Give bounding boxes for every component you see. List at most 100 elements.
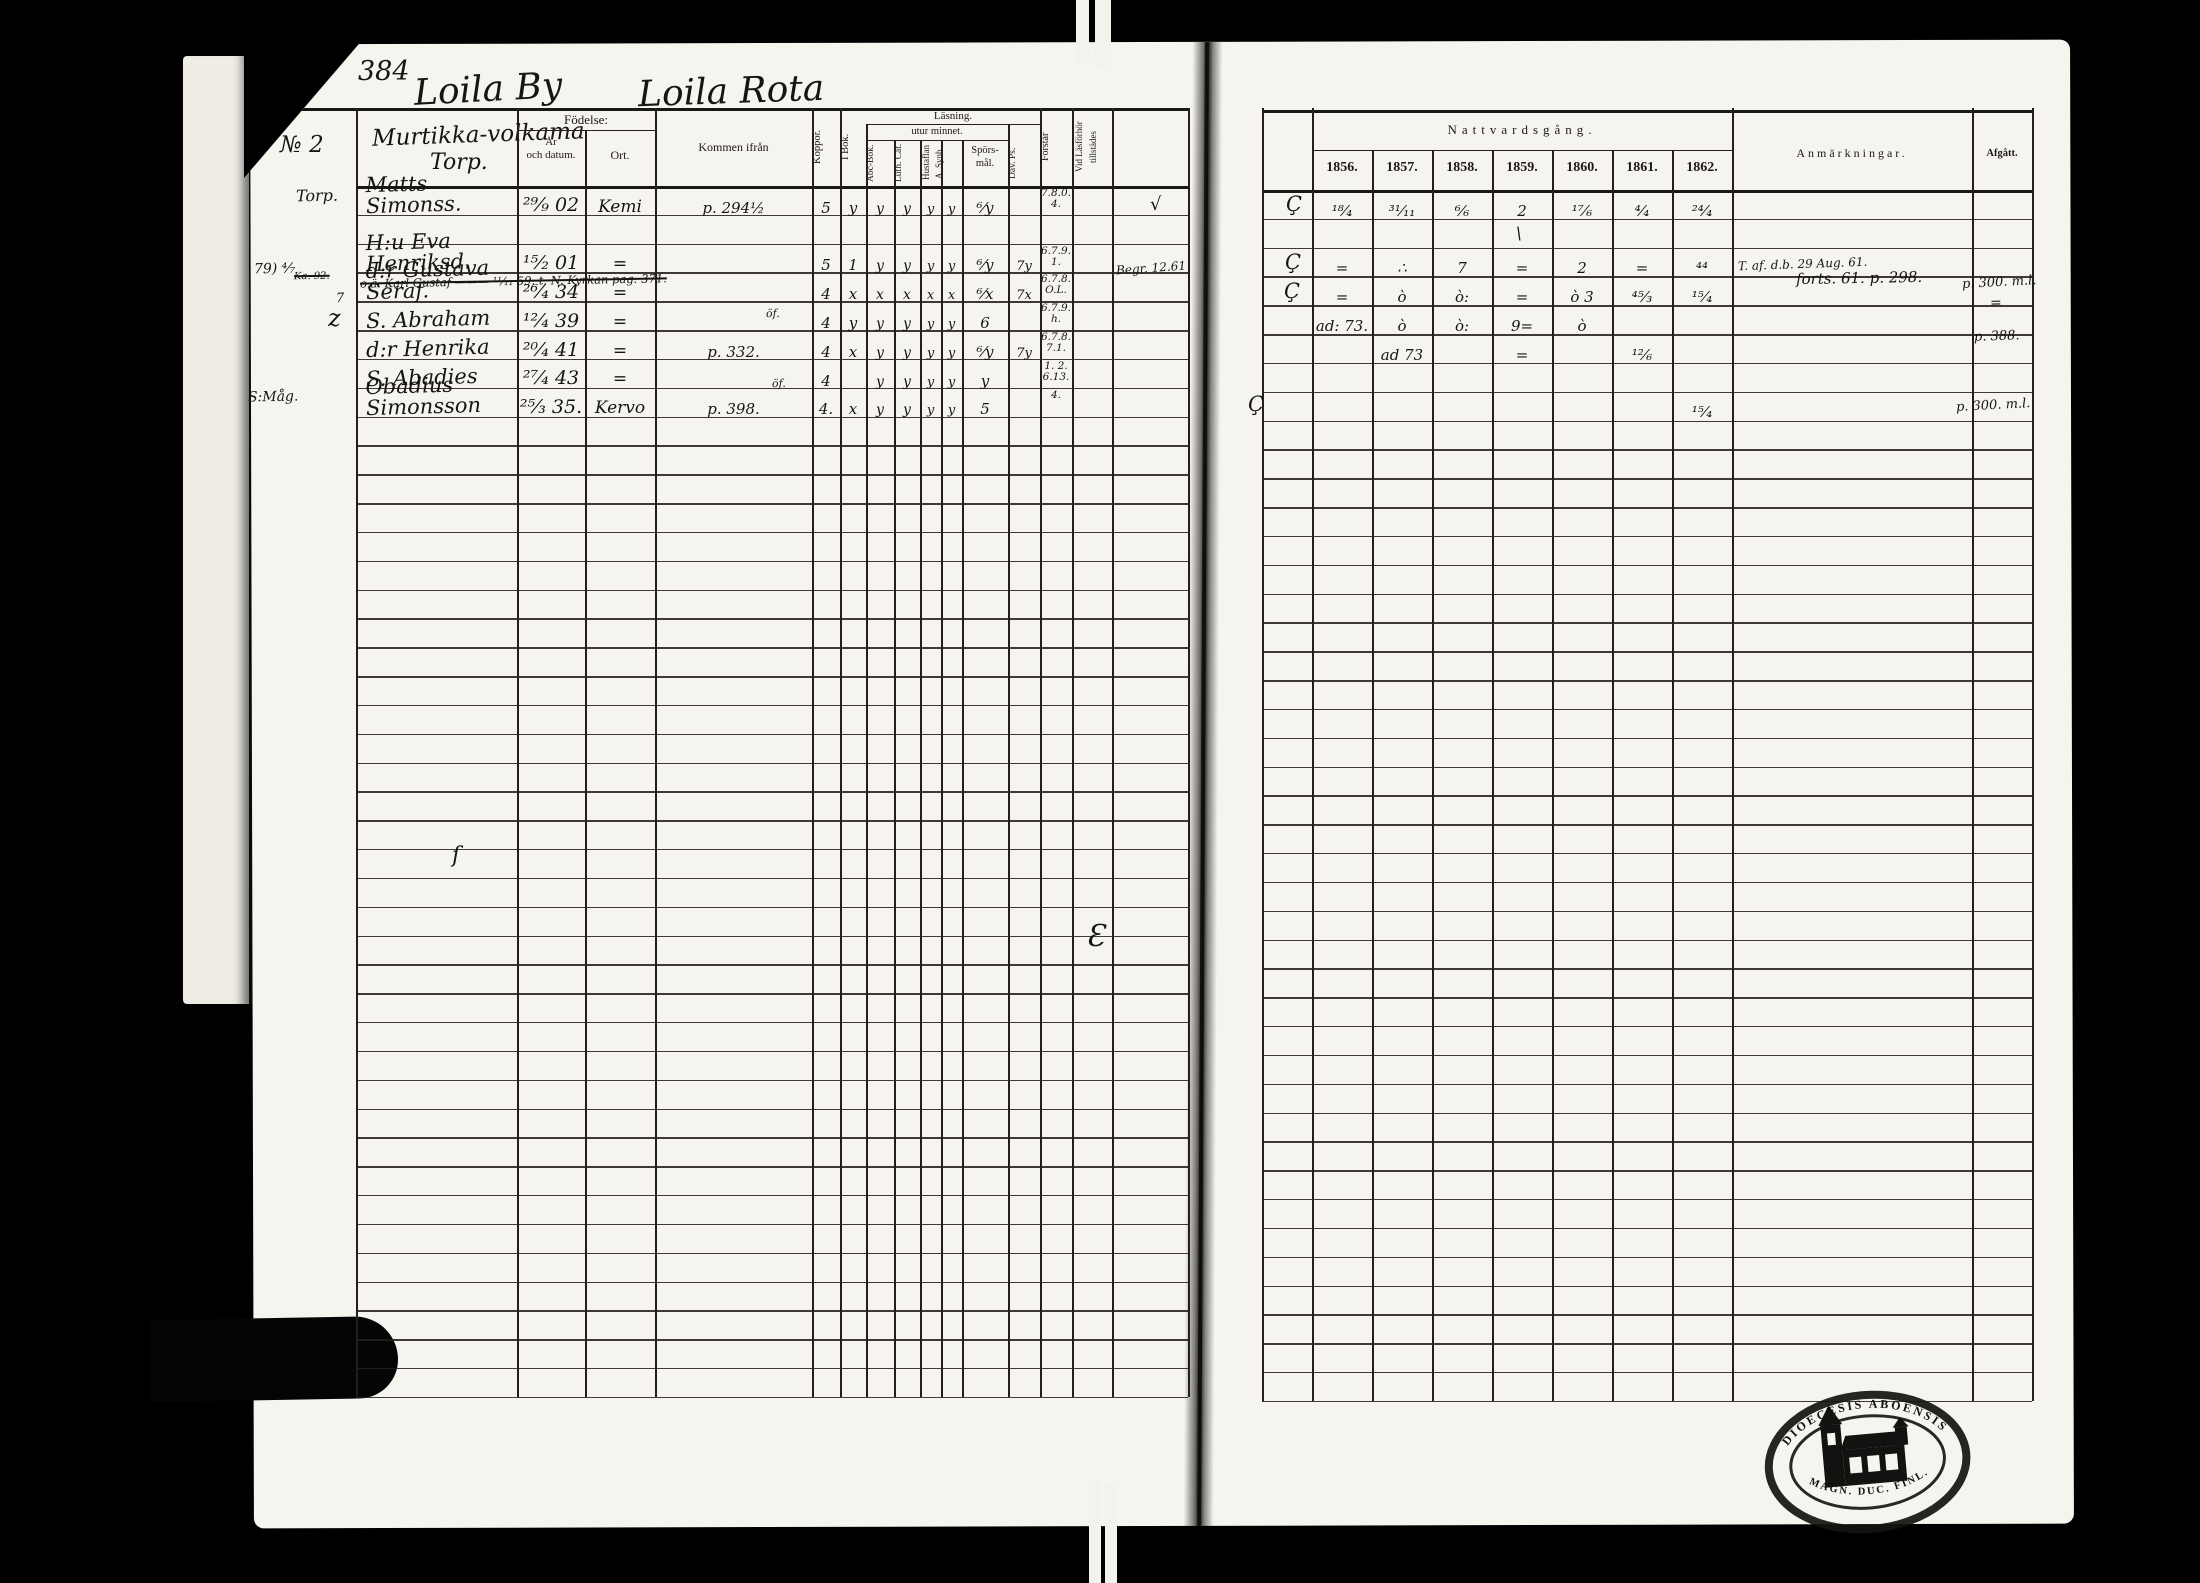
grid-line <box>356 387 1188 390</box>
header-koppor: Koppor. <box>812 129 823 165</box>
entry-abc: x <box>876 287 884 304</box>
margin-note: p. 300. m.l. <box>1961 273 2037 292</box>
grid-line <box>866 124 1040 126</box>
grid-line <box>1262 420 2032 423</box>
grid-line <box>1262 651 2032 653</box>
entry-spors: ⁶⁄y <box>976 256 994 275</box>
entry-luth: y <box>903 344 911 361</box>
entry-koppor: 4 <box>821 313 831 332</box>
entry-koppor: 4 <box>821 342 831 361</box>
margin-note: Ç <box>1284 249 1302 275</box>
grid-line <box>302 108 1188 111</box>
entry-dav: 7y <box>1016 259 1032 275</box>
entry-communion-1861: ¹²⁄₆ <box>1631 345 1653 364</box>
entry-ort: = <box>612 369 628 390</box>
grid-line <box>356 186 1188 189</box>
grid-line <box>1312 150 1732 152</box>
entry-kommen: p. 294½ <box>702 198 765 217</box>
grid-line <box>1008 124 1010 1397</box>
entry-spors: 5 <box>980 400 990 419</box>
grid-line <box>1262 1256 2032 1259</box>
grid-line <box>356 733 1188 736</box>
header-utur-minnet: utur minnet. <box>911 126 963 137</box>
entry-forstar: 6.7.9. h. <box>1040 302 1072 326</box>
grid-line <box>1262 305 2032 307</box>
entry-hust1: y <box>926 403 935 419</box>
grid-line <box>2032 108 2034 1401</box>
grid-line <box>356 243 1188 246</box>
entry-koppor: 4 <box>821 371 831 390</box>
entry-communion-1860: ¹⁷⁄₆ <box>1571 201 1593 220</box>
margin-note: p. 388. <box>1973 328 2020 345</box>
grid-line <box>356 906 1188 909</box>
church-icon <box>1818 1405 1909 1488</box>
grid-line <box>1262 1054 2032 1057</box>
grid-line <box>356 560 1188 563</box>
entry-forstar: 6.7.8. 7.1. <box>1040 331 1072 355</box>
grid-line <box>1262 853 2032 855</box>
grid-line <box>1262 190 2032 193</box>
entry-communion-1859: = <box>1515 345 1529 364</box>
entry-communion-1859: 9= <box>1510 316 1534 335</box>
grid-line <box>1262 997 2032 999</box>
grid-line <box>1262 708 2032 711</box>
grid-line <box>1262 1372 2032 1374</box>
margin-note: z <box>327 303 341 333</box>
entry-communion-1857: ³¹⁄₁₁ <box>1388 201 1416 220</box>
grid-line <box>1262 881 2032 884</box>
entry-ibok: 1 <box>848 256 858 275</box>
grid-line <box>356 762 1188 764</box>
grid-line <box>1262 622 2032 624</box>
entry-name: Obadius Simonsson <box>365 372 482 421</box>
grid-line <box>1262 449 2032 451</box>
film-tab <box>1105 1484 1117 1583</box>
grid-line <box>1732 108 1734 1401</box>
entry-forstar: 6.7.8. O.L. <box>1040 273 1072 297</box>
entry-ort: = <box>612 282 628 303</box>
grid-line <box>655 108 657 1397</box>
grid-line <box>920 140 922 1397</box>
header-forstar: Förstår <box>1040 132 1051 162</box>
year-label: 1859. <box>1506 160 1538 175</box>
header-fodelse: Födelse: <box>563 112 609 127</box>
grid-line <box>1612 150 1614 1401</box>
stamp-svg: DIOECESIS ABOENSIS MAGN. DUC. FINL. <box>1764 1390 1971 1534</box>
grid-line <box>1492 150 1494 1401</box>
grid-line <box>1262 247 2032 250</box>
entry-abc: y <box>876 200 884 217</box>
entry-communion-1856: = <box>1335 259 1349 278</box>
entry-forstar: 6.7.9. 1. <box>1040 244 1072 268</box>
grid-line <box>356 416 1188 419</box>
entry-communion-1860: 2 <box>1577 259 1587 278</box>
header-abc-bok: Abc-Bok. <box>866 144 876 182</box>
village-title: Loila By <box>412 65 564 114</box>
grid-line <box>1262 391 2032 394</box>
entry-hust1: y <box>926 259 935 275</box>
entry-hust2: y <box>947 201 956 217</box>
entry-luth: y <box>903 258 911 275</box>
header-dav-ps: Dav. Ps. <box>1008 147 1018 179</box>
grid-line <box>1262 507 2032 509</box>
header-sporsmal: Spörs- mål. <box>971 145 999 169</box>
grid-line <box>1262 218 2032 221</box>
grid-line <box>1262 564 2032 567</box>
entry-communion-1862: ⁴⁴ <box>1695 259 1709 278</box>
grid-line <box>356 1022 1188 1024</box>
grid-line <box>866 140 1008 142</box>
entry-communion-1859: = <box>1515 288 1529 307</box>
entry-abc: y <box>876 373 884 390</box>
grid-line <box>1262 276 2032 278</box>
grid-line <box>1552 150 1554 1401</box>
entry-name: Matts Simonss. <box>365 171 462 219</box>
grid-line <box>356 301 1188 303</box>
grid-line <box>1072 108 1074 1397</box>
margin-note: p. 300. m.l. <box>1955 396 2031 415</box>
grid-line <box>962 140 964 1397</box>
household-name-line2: Torp. <box>430 150 488 175</box>
entry-communion-1861: = <box>1635 259 1649 278</box>
entry-ibok: x <box>848 285 858 304</box>
entry-communion-1860: ò <box>1577 316 1587 335</box>
entry-communion-1858: 7 <box>1457 259 1467 278</box>
grid-line <box>356 272 1188 274</box>
